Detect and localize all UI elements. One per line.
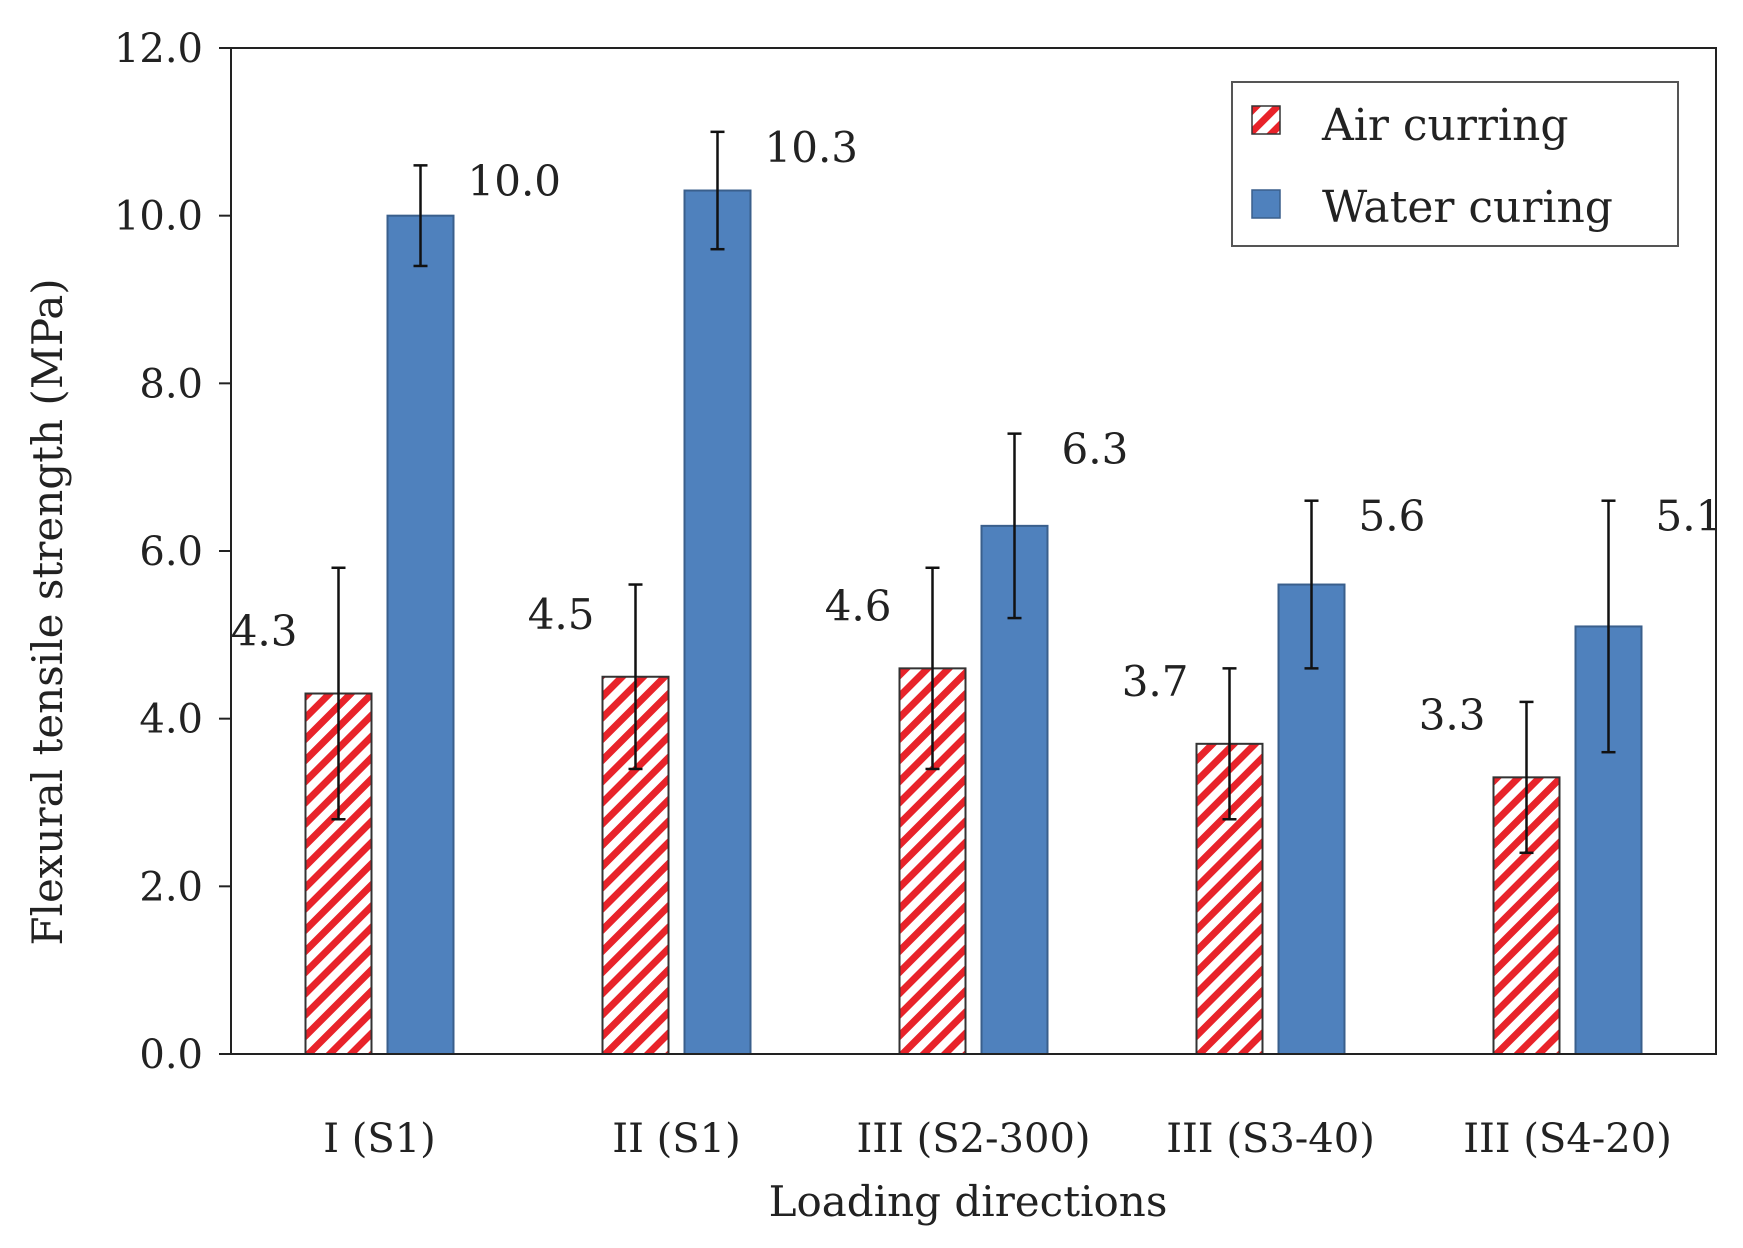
data-label-water: 5.6 bbox=[1359, 492, 1426, 541]
y-tick-label: 8.0 bbox=[139, 361, 203, 407]
data-label-water: 10.0 bbox=[468, 156, 562, 205]
y-tick-label: 12.0 bbox=[114, 26, 203, 72]
y-tick-label: 0.0 bbox=[139, 1032, 203, 1078]
x-category-label: III (S4-20) bbox=[1463, 1116, 1672, 1162]
legend-swatch-water bbox=[1251, 189, 1281, 219]
y-axis-title: Flexural tensile strength (MPa) bbox=[23, 278, 72, 945]
x-category-label: III (S3-40) bbox=[1166, 1116, 1375, 1162]
legend: Air curring Water curing bbox=[1231, 81, 1679, 247]
bar-water-curing bbox=[1574, 625, 1643, 1055]
error-bars-group bbox=[331, 130, 1616, 855]
data-label-air: 3.3 bbox=[1419, 690, 1486, 739]
data-label-water: 10.3 bbox=[765, 123, 859, 172]
x-category-label: II (S1) bbox=[612, 1116, 740, 1162]
data-label-air: 4.5 bbox=[528, 590, 595, 639]
bar-air-curring bbox=[1492, 776, 1561, 1055]
y-tick-label: 2.0 bbox=[139, 864, 203, 910]
legend-box bbox=[1231, 81, 1679, 247]
bar-water-curing bbox=[386, 214, 455, 1055]
x-axis-categories: I (S1) II (S1) III (S2-300) III (S3-40) III … bbox=[323, 1116, 1672, 1162]
data-label-water: 6.3 bbox=[1062, 425, 1129, 474]
y-axis-ticks: 0.0 2.0 4.0 6.0 8.0 10.0 12.0 bbox=[114, 26, 231, 1078]
x-category-label: III (S2-300) bbox=[856, 1116, 1090, 1162]
plot-frame bbox=[230, 47, 1717, 1055]
bars-group bbox=[304, 189, 1643, 1055]
legend-swatch-air bbox=[1251, 105, 1281, 135]
legend-label-water: Water curing bbox=[1322, 182, 1613, 233]
data-label-air: 4.6 bbox=[825, 581, 892, 630]
data-label-air: 4.3 bbox=[231, 607, 298, 656]
y-tick-label: 6.0 bbox=[139, 529, 203, 575]
data-label-water: 5.1 bbox=[1656, 492, 1723, 541]
x-axis-title: Loading directions bbox=[769, 1177, 1168, 1226]
data-labels-group: 4.3 10.0 4.5 10.3 4.6 6.3 3.7 5.6 3.3 5.1 bbox=[231, 123, 1723, 740]
x-category-label: I (S1) bbox=[323, 1116, 436, 1162]
y-tick-label: 10.0 bbox=[114, 194, 203, 240]
y-tick-label: 4.0 bbox=[139, 697, 203, 743]
data-label-air: 3.7 bbox=[1122, 657, 1189, 706]
legend-label-air: Air curring bbox=[1321, 100, 1569, 151]
bar-water-curing bbox=[683, 189, 752, 1055]
